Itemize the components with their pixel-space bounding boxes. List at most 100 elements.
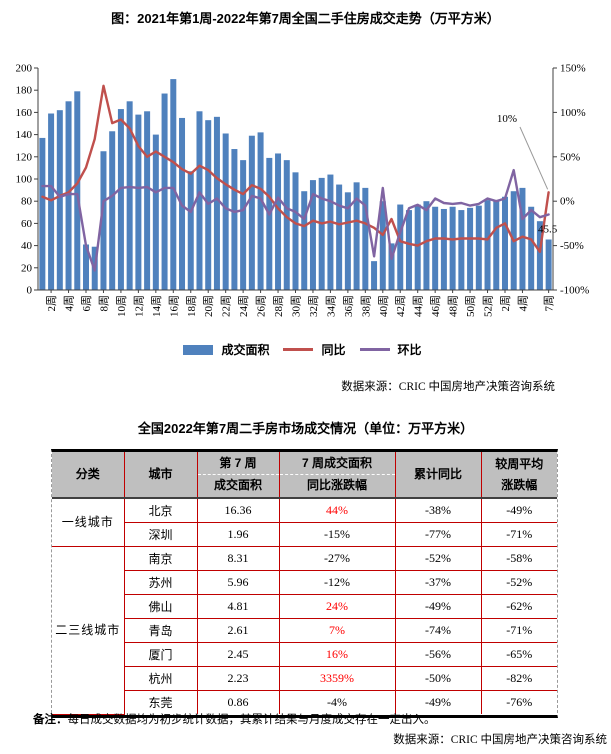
x-axis-tick-label: 2周 [45,295,58,312]
x-axis-tick-label: 7周 [543,295,556,312]
table-header-cell: 分类 [52,452,125,499]
legend-label-wow: 环比 [397,343,422,357]
wow-line [41,168,550,272]
table-title: 全国2022年第7周二手房市场成交情况（单位：万平方米） [137,421,474,436]
annotation-last-yoy: 10% [497,113,517,125]
bar [196,111,203,290]
x-axis-tick-label: 22周 [220,295,233,317]
left-axis-tick-label: 180 [16,85,33,97]
bar [240,160,247,290]
bar [117,109,124,290]
bar [301,191,308,290]
value-cell: 2.45 [197,642,280,667]
value-cell: 4.81 [197,594,280,619]
yoy-line [41,84,550,254]
table-row: 厦门 2.45 16% -56% -65% [52,642,557,667]
table-header-cell: 7 周成交面积 同比涨跌幅 [279,452,396,499]
left-axis-tick-label: 160 [16,107,33,119]
x-axis-tick-label: 12周 [132,295,145,317]
value-cell: -52% [481,570,557,595]
table-row: 二三线城市 南京 8.31 -27% -52% -58% [52,546,557,715]
bar [48,113,55,290]
table-header-line: 第 7 周 [219,456,257,470]
value-cell: 8.31 [197,546,280,571]
bar [231,149,238,290]
table-header-line: 累计同比 [413,467,462,481]
left-axis-tick-label: 120 [16,151,33,163]
bar [213,116,220,290]
right-axis-tick-label: 50% [560,151,580,163]
value-cell: -74% [395,618,482,643]
x-axis-tick-label: 20周 [202,295,215,317]
bar [275,153,282,290]
x-axis-tick-label: 36周 [342,295,355,317]
annotation-leader-line [519,126,549,190]
market-table: 分类 城市 第 7 周成交面积 7 周成交面积 同比涨跌幅 累计同比 较周平均涨跌幅 一线城… [52,452,557,715]
value-cell: -56% [395,642,482,667]
bar [449,206,456,290]
x-axis-tick-label: 52周 [482,295,495,317]
table-header-line: 城市 [148,467,173,481]
yoy-line [41,84,550,254]
bar [309,180,316,290]
bar [405,210,412,290]
value-cell: -49% [395,594,482,619]
legend-label-yoy: 同比 [321,343,346,357]
table-row: 佛山 4.81 24% -49% -62% [52,594,557,619]
table-row: 深圳 1.96 -15% -77% -71% [52,522,557,547]
value-cell: -71% [481,522,557,547]
bar [501,196,508,290]
left-axis-tick-label: 40 [21,240,33,252]
bar [65,101,72,290]
city-cell: 东莞 [124,690,198,714]
x-axis-tick-label: 16周 [167,295,180,317]
table-header-line: 涨跌幅 [501,477,538,492]
city-cell: 厦门 [124,642,198,667]
category-cell: 二三线城市 [52,546,125,715]
table-row: 一线城市 北京 16.36 44% -38% -49% [52,498,557,547]
bar [536,221,543,290]
bar [39,137,46,290]
value-cell: -38% [395,498,482,523]
value-cell: 0.86 [197,690,280,714]
footnote: 备注：每日成交数据均为初步统计数据，其累计结果与月度成交存在一定出入。 [33,711,593,727]
table-header-row: 分类 城市 第 7 周成交面积 7 周成交面积 同比涨跌幅 累计同比 较周平均涨跌幅 [52,452,557,499]
x-axis-tick-label: 44周 [412,295,425,317]
x-axis-tick-label: 14周 [150,295,163,317]
value-cell: 2.61 [197,618,280,643]
bar [83,244,90,290]
table-header-cell: 城市 [124,452,198,499]
x-axis-labels: 2周 4周 6周 8周 10周 12周 14周 16周 18周 20周 22周 24周 26周 28周 30… [45,290,556,317]
bar [74,91,81,290]
left-axis-labels: 0 20 40 60 80 100 120 140 160 180 200 [16,63,38,297]
footnote-text: 每日成交数据均为初步统计数据，其累计结果与月度成交存在一定出入。 [67,714,436,726]
table-header-cell: 第 7 周成交面积 [197,452,280,499]
value-cell: 44% [279,498,396,523]
city-cell: 杭州 [124,666,198,691]
x-axis-tick-label: 4周 [63,295,76,312]
bar [318,177,325,290]
x-axis-tick-label: 2周 [499,295,512,312]
bar [475,205,482,290]
wow-line [41,168,550,272]
bar [336,184,343,290]
value-cell: 5.96 [197,570,280,595]
legend-label-area: 成交面积 [221,343,270,357]
value-cell: 24% [279,594,396,619]
bar [248,135,255,290]
bar [126,101,133,290]
value-cell: -82% [481,666,557,691]
left-axis-tick-label: 0 [27,285,33,297]
value-cell: 2.23 [197,666,280,691]
table-header-line: 较周平均 [495,456,544,471]
x-axis-tick-label: 42周 [394,295,407,317]
bar [187,171,194,290]
bar [161,93,168,290]
bar [100,151,107,290]
value-cell: -49% [481,498,557,523]
bar [388,243,395,290]
city-cell: 北京 [124,498,198,523]
bar [528,206,535,290]
value-cell: -27% [279,546,396,571]
